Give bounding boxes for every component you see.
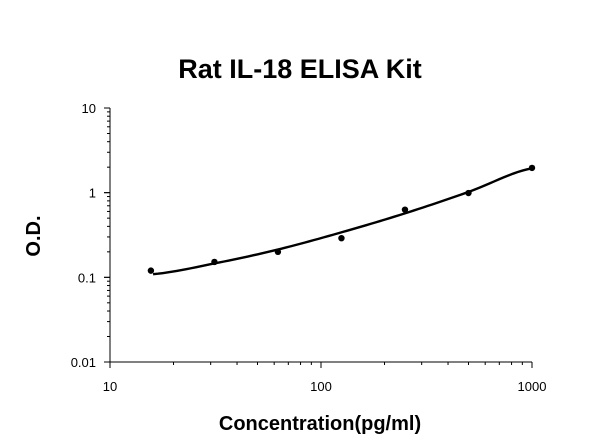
data-point (274, 248, 282, 256)
data-point (465, 189, 472, 197)
axes (104, 107, 533, 368)
x-axis-label: Concentration(pg/ml) (219, 413, 421, 435)
data-point (338, 234, 345, 242)
fit-curve-layer (152, 167, 533, 276)
fit-curve (152, 167, 533, 276)
data-point (401, 206, 409, 213)
x-tick-label: 1000 (518, 379, 547, 394)
y-tick-label: 0.01 (71, 355, 96, 370)
chart-title: Rat IL-18 ELISA Kit (178, 54, 422, 84)
y-axis-label: O.D. (23, 215, 45, 256)
data-point (211, 258, 218, 266)
y-tick-label: 10 (82, 101, 96, 116)
tick-labels: 0.01 0.1 1 10 10 100 1000 (71, 101, 547, 394)
x-tick-label: 10 (103, 379, 117, 394)
x-tick-label: 100 (310, 379, 332, 394)
data-point (147, 267, 155, 274)
y-tick-label: 0.1 (78, 270, 96, 285)
data-points-layer (147, 164, 536, 274)
data-point (528, 164, 536, 172)
y-tick-label: 1 (89, 186, 96, 201)
